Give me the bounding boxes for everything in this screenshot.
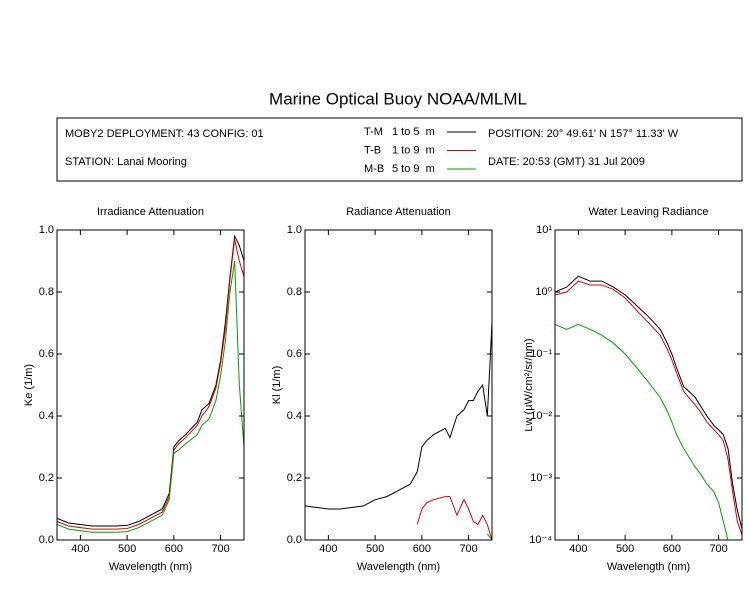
y-tick-label: 10⁰: [535, 286, 552, 298]
deployment: MOBY2 DEPLOYMENT: 43 CONFIG: 01: [65, 128, 264, 140]
y-tick-label: 0.4: [287, 410, 302, 422]
y-tick-label: 10⁻²: [530, 410, 552, 422]
figure-title: Marine Optical Buoy NOAA/MLML: [269, 89, 527, 108]
y-axis-label: Ke (1/m): [23, 364, 35, 406]
y-tick-label: 0.8: [287, 286, 302, 298]
y-tick-label: 0.6: [287, 348, 302, 360]
legend-depth: 1 to 5 m: [392, 126, 435, 138]
station: STATION: Lanai Mooring: [65, 156, 187, 168]
x-axis-label: Wavelength (nm): [357, 561, 440, 573]
x-tick-label: 500: [616, 543, 634, 555]
y-tick-label: 1.0: [39, 224, 54, 236]
plot-frame: [56, 229, 245, 541]
x-axis-label: Wavelength (nm): [607, 561, 690, 573]
series-line: [57, 260, 244, 533]
info-box: [56, 117, 743, 182]
series-line: [57, 234, 244, 527]
x-tick-label: 700: [709, 543, 727, 555]
x-tick-label: 400: [319, 543, 337, 555]
series-line: [486, 533, 492, 540]
x-tick-label: 700: [459, 543, 477, 555]
legend-depth: 5 to 9 m: [392, 163, 435, 175]
series-line: [555, 323, 729, 540]
chart-title: Irradiance Attenuation: [97, 206, 204, 218]
y-tick-label: 0.8: [39, 286, 54, 298]
y-tick-label: 1.0: [287, 224, 302, 236]
date: DATE: 20:53 (GMT) 31 Jul 2009: [488, 156, 645, 168]
chart-title: Radiance Attenuation: [346, 206, 451, 218]
series-line: [555, 280, 742, 536]
legend-name: T-B: [364, 144, 381, 156]
x-tick-label: 500: [118, 543, 136, 555]
y-tick-label: 0.2: [287, 472, 302, 484]
series-line: [555, 275, 742, 530]
y-axis-label: Kl (1/m): [271, 366, 283, 405]
y-tick-label: 0.0: [39, 534, 54, 546]
legend-name: T-M: [364, 126, 383, 138]
y-tick-label: 10⁻³: [530, 472, 552, 484]
x-tick-label: 600: [413, 543, 431, 555]
y-tick-label: 10⁻⁴: [529, 534, 552, 546]
legend-depth: 1 to 9 m: [392, 144, 435, 156]
y-tick-label: 0.6: [39, 348, 54, 360]
series-line: [416, 496, 492, 540]
x-tick-label: 600: [165, 543, 183, 555]
y-tick-label: 0.4: [39, 410, 54, 422]
legend-name: M-B: [364, 163, 384, 175]
y-tick-label: 0.0: [287, 534, 302, 546]
plot-frame: [554, 229, 743, 541]
plot-frame: [304, 229, 493, 541]
position: POSITION: 20° 49.61' N 157° 11.33' W: [488, 128, 679, 140]
x-tick-label: 400: [71, 543, 89, 555]
x-tick-label: 700: [211, 543, 229, 555]
series-line: [305, 322, 492, 510]
y-tick-label: 0.2: [39, 472, 54, 484]
y-tick-label: 10⁻¹: [530, 348, 552, 360]
y-tick-label: 10¹: [536, 224, 552, 236]
x-tick-label: 400: [569, 543, 587, 555]
chart-title: Water Leaving Radiance: [588, 206, 708, 218]
x-axis-label: Wavelength (nm): [109, 561, 192, 573]
series-line: [57, 239, 244, 530]
x-tick-label: 500: [366, 543, 384, 555]
y-axis-label: Lw (µW/cm²/sr/nm): [523, 338, 535, 431]
x-tick-label: 600: [663, 543, 681, 555]
